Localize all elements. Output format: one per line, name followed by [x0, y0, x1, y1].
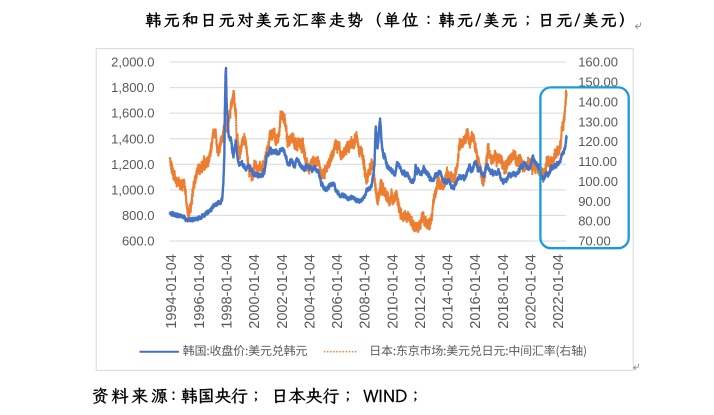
- svg-text:1,800.0: 1,800.0: [111, 80, 154, 95]
- svg-text:2014-01-04: 2014-01-04: [441, 254, 457, 329]
- svg-text:1,600.0: 1,600.0: [111, 106, 154, 121]
- svg-text:70.00: 70.00: [578, 234, 611, 249]
- svg-text:2008-01-04: 2008-01-04: [358, 254, 374, 329]
- svg-text:2018-01-04: 2018-01-04: [496, 254, 512, 329]
- svg-text:1,200.0: 1,200.0: [111, 157, 154, 172]
- svg-text:1,000.0: 1,000.0: [111, 182, 154, 197]
- svg-text:2,000.0: 2,000.0: [111, 55, 154, 70]
- svg-text:2004-01-04: 2004-01-04: [302, 254, 318, 329]
- svg-text:1998-01-04: 1998-01-04: [219, 254, 235, 329]
- svg-text:2000-01-04: 2000-01-04: [247, 254, 263, 329]
- svg-text:2002-01-04: 2002-01-04: [275, 254, 291, 329]
- svg-text:2022-01-04: 2022-01-04: [551, 254, 567, 329]
- svg-text:130.00: 130.00: [578, 114, 618, 129]
- svg-text:2010-01-04: 2010-01-04: [385, 254, 401, 329]
- svg-text:800.0: 800.0: [122, 208, 155, 223]
- svg-text:1994-01-04: 1994-01-04: [164, 254, 180, 329]
- svg-text:2006-01-04: 2006-01-04: [330, 254, 346, 329]
- svg-text:90.00: 90.00: [578, 194, 611, 209]
- svg-text:1996-01-04: 1996-01-04: [192, 254, 208, 329]
- svg-text:160.00: 160.00: [578, 55, 618, 70]
- svg-text:140.00: 140.00: [578, 94, 618, 109]
- svg-text:80.00: 80.00: [578, 214, 611, 229]
- svg-text:1,400.0: 1,400.0: [111, 131, 154, 146]
- svg-text:600.0: 600.0: [122, 234, 155, 249]
- svg-text:120.00: 120.00: [578, 134, 618, 149]
- svg-text:100.00: 100.00: [578, 174, 618, 189]
- svg-text:110.00: 110.00: [578, 154, 617, 169]
- svg-text:150.00: 150.00: [578, 74, 618, 89]
- svg-text:2020-01-04: 2020-01-04: [524, 254, 540, 329]
- svg-text:2016-01-04: 2016-01-04: [468, 254, 484, 329]
- svg-text:2012-01-04: 2012-01-04: [413, 254, 429, 329]
